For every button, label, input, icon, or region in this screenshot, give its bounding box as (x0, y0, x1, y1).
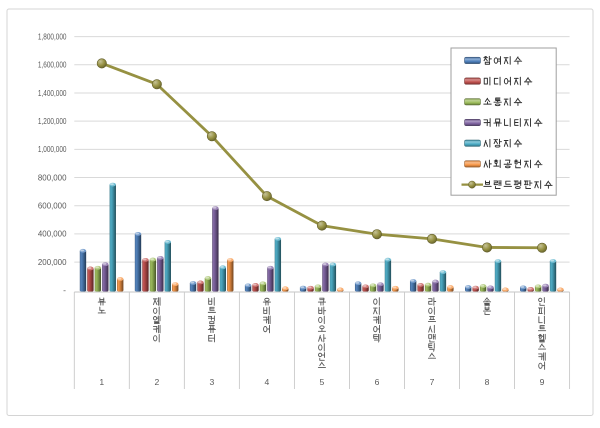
svg-text:9: 9 (540, 377, 545, 387)
svg-text:800,000: 800,000 (38, 172, 67, 182)
svg-text:4: 4 (265, 377, 270, 387)
svg-text:400,000: 400,000 (38, 229, 67, 239)
svg-text:8: 8 (485, 377, 490, 387)
svg-text:1,800,000: 1,800,000 (38, 31, 67, 41)
svg-text:600,000: 600,000 (38, 201, 67, 211)
svg-text:1,000,000: 1,000,000 (38, 144, 67, 154)
svg-text:1,600,000: 1,600,000 (38, 60, 67, 70)
svg-text:5: 5 (320, 377, 325, 387)
svg-text:6: 6 (375, 377, 380, 387)
svg-text:1,200,000: 1,200,000 (38, 116, 67, 126)
svg-text:200,000: 200,000 (38, 257, 67, 267)
svg-text:1,400,000: 1,400,000 (38, 88, 67, 98)
svg-text:1: 1 (99, 377, 104, 387)
svg-text:7: 7 (430, 377, 435, 387)
svg-text:2: 2 (154, 377, 159, 387)
svg-text:3: 3 (209, 377, 214, 387)
svg-text:-: - (63, 285, 66, 295)
